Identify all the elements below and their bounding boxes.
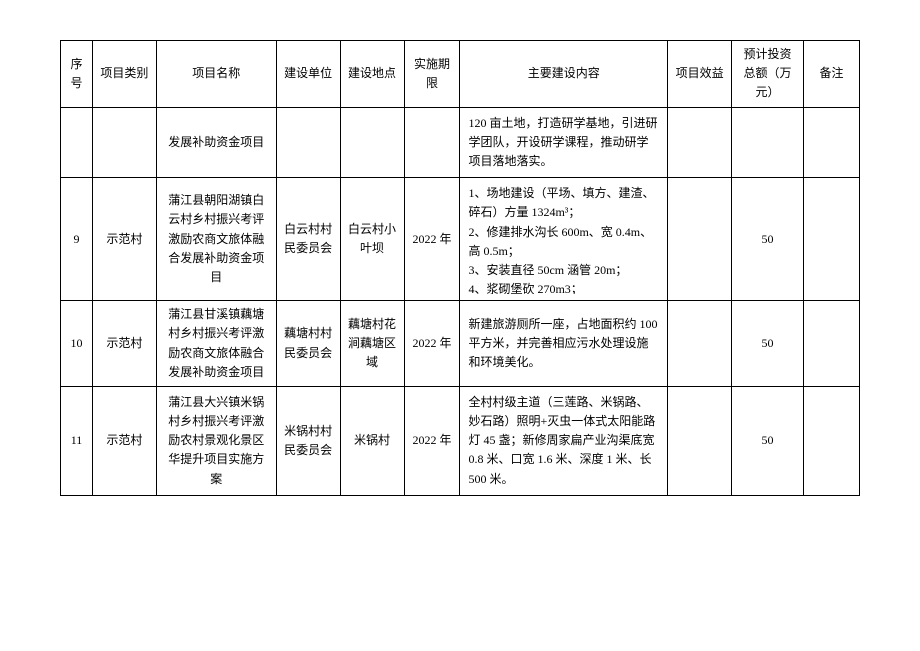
cell-remark bbox=[804, 386, 860, 495]
cell-unit bbox=[276, 107, 340, 178]
cell-location bbox=[340, 107, 404, 178]
cell-investment: 50 bbox=[732, 386, 804, 495]
table-row: 11 示范村 蒲江县大兴镇米锅村乡村振兴考评激励农村景观化景区华提升项目实施方 … bbox=[61, 386, 860, 495]
header-period: 实施期限 bbox=[404, 41, 460, 108]
cell-benefit bbox=[668, 107, 732, 178]
cell-content: 全村村级主道（三莲路、米锅路、妙石路）照明+灭虫一体式太阳能路灯 45 盏；新修… bbox=[460, 386, 668, 495]
cell-benefit bbox=[668, 301, 732, 387]
header-seq: 序号 bbox=[61, 41, 93, 108]
table-row: 发展补助资金项目 120 亩土地，打造研学基地，引进研学团队，开设研学课程，推动… bbox=[61, 107, 860, 178]
cell-benefit bbox=[668, 386, 732, 495]
cell-seq: 11 bbox=[61, 386, 93, 495]
header-category: 项目类别 bbox=[92, 41, 156, 108]
cell-name: 发展补助资金项目 bbox=[156, 107, 276, 178]
header-investment: 预计投资总额（万元） bbox=[732, 41, 804, 108]
cell-benefit bbox=[668, 178, 732, 301]
cell-seq bbox=[61, 107, 93, 178]
cell-content: 120 亩土地，打造研学基地，引进研学团队，开设研学课程，推动研学项目落地落实。 bbox=[460, 107, 668, 178]
cell-period bbox=[404, 107, 460, 178]
cell-seq: 10 bbox=[61, 301, 93, 387]
cell-content: 1、场地建设（平场、填方、建渣、碎石）方量 1324m³； 2、修建排水沟长 6… bbox=[460, 178, 668, 301]
table-row: 10 示范村 蒲江县甘溪镇藕塘村乡村振兴考评激励农商文旅体融合发展补助资金项目 … bbox=[61, 301, 860, 387]
table-row: 9 示范村 蒲江县朝阳湖镇白云村乡村振兴考评激励农商文旅体融合发展补助资金项目 … bbox=[61, 178, 860, 301]
cell-investment: 50 bbox=[732, 301, 804, 387]
cell-remark bbox=[804, 107, 860, 178]
cell-unit: 白云村村民委员会 bbox=[276, 178, 340, 301]
cell-unit: 米锅村村民委员会 bbox=[276, 386, 340, 495]
cell-location: 藕塘村花涧藕塘区域 bbox=[340, 301, 404, 387]
header-name: 项目名称 bbox=[156, 41, 276, 108]
cell-name: 蒲江县甘溪镇藕塘村乡村振兴考评激励农商文旅体融合发展补助资金项目 bbox=[156, 301, 276, 387]
cell-name: 蒲江县大兴镇米锅村乡村振兴考评激励农村景观化景区华提升项目实施方 案 bbox=[156, 386, 276, 495]
project-table: 序号 项目类别 项目名称 建设单位 建设地点 实施期限 主要建设内容 项目效益 … bbox=[60, 40, 860, 496]
cell-period: 2022 年 bbox=[404, 386, 460, 495]
header-unit: 建设单位 bbox=[276, 41, 340, 108]
cell-location: 白云村小叶坝 bbox=[340, 178, 404, 301]
cell-category: 示范村 bbox=[92, 386, 156, 495]
cell-category: 示范村 bbox=[92, 301, 156, 387]
cell-investment bbox=[732, 107, 804, 178]
cell-remark bbox=[804, 301, 860, 387]
cell-unit: 藕塘村村民委员会 bbox=[276, 301, 340, 387]
cell-remark bbox=[804, 178, 860, 301]
table-body: 发展补助资金项目 120 亩土地，打造研学基地，引进研学团队，开设研学课程，推动… bbox=[61, 107, 860, 495]
cell-seq: 9 bbox=[61, 178, 93, 301]
cell-investment: 50 bbox=[732, 178, 804, 301]
cell-category: 示范村 bbox=[92, 178, 156, 301]
header-benefit: 项目效益 bbox=[668, 41, 732, 108]
cell-period: 2022 年 bbox=[404, 178, 460, 301]
header-remark: 备注 bbox=[804, 41, 860, 108]
table-header-row: 序号 项目类别 项目名称 建设单位 建设地点 实施期限 主要建设内容 项目效益 … bbox=[61, 41, 860, 108]
cell-category bbox=[92, 107, 156, 178]
cell-period: 2022 年 bbox=[404, 301, 460, 387]
cell-location: 米锅村 bbox=[340, 386, 404, 495]
cell-name: 蒲江县朝阳湖镇白云村乡村振兴考评激励农商文旅体融合发展补助资金项目 bbox=[156, 178, 276, 301]
header-content: 主要建设内容 bbox=[460, 41, 668, 108]
header-location: 建设地点 bbox=[340, 41, 404, 108]
cell-content: 新建旅游厕所一座，占地面积约 100 平方米，并完善相应污水处理设施和环境美化。 bbox=[460, 301, 668, 387]
